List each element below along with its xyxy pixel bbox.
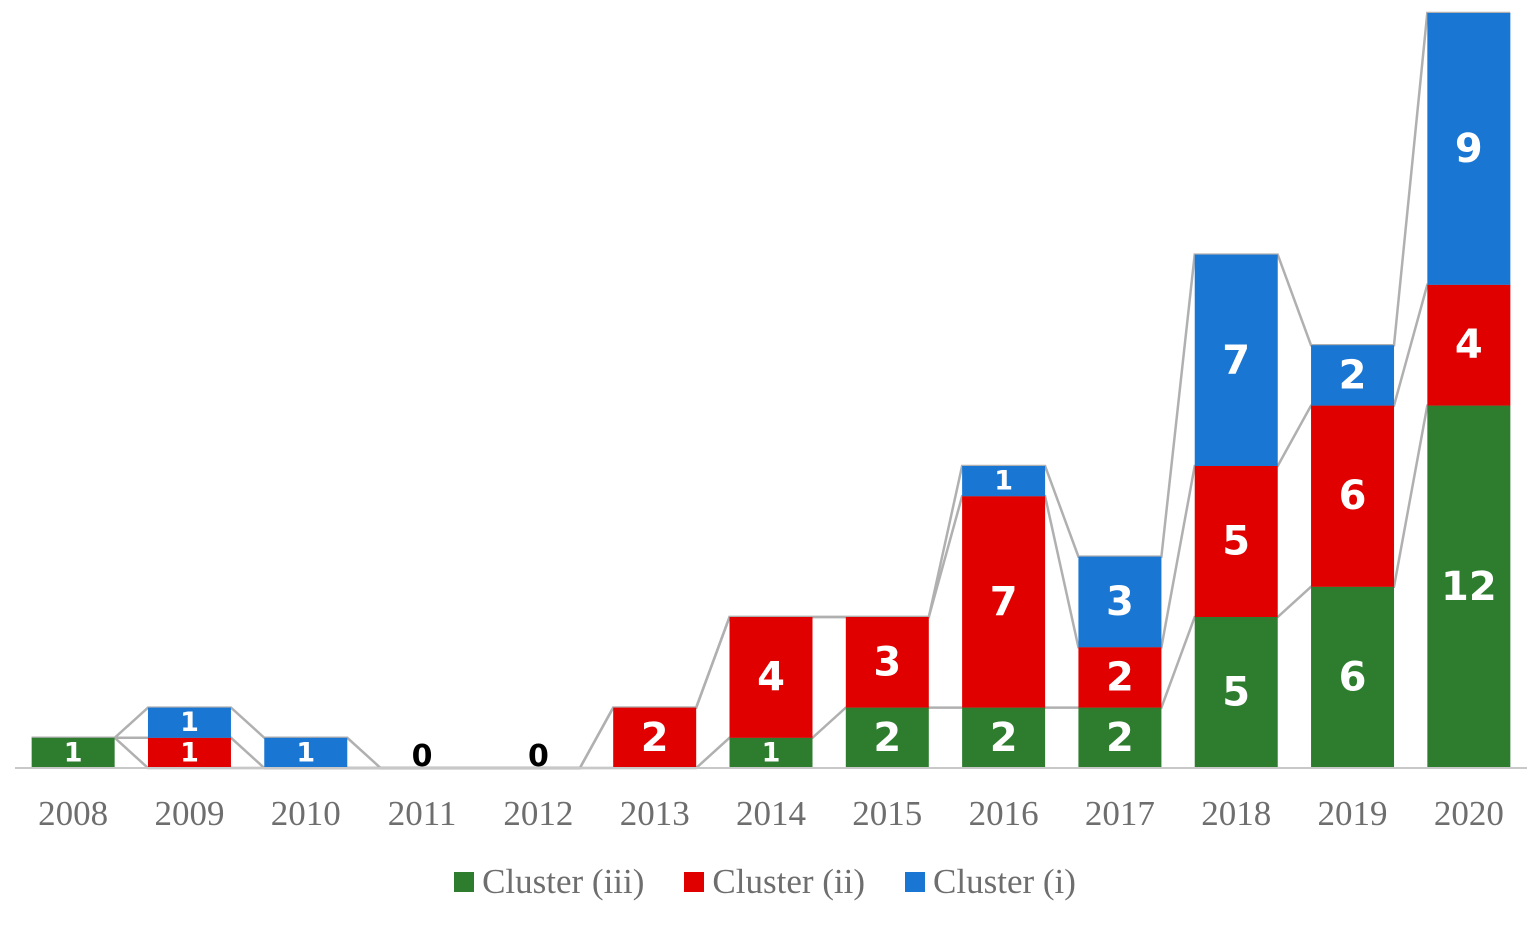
data-label-2017-series-1: 2 <box>1106 715 1134 761</box>
x-tick-2017: 2017 <box>1085 794 1155 833</box>
bar-2014-series-1 <box>729 737 813 768</box>
zero-label-2011: 0 <box>412 739 433 774</box>
bar-2015-series-2 <box>845 617 929 708</box>
data-label-2015-series-2: 3 <box>873 639 901 685</box>
x-tick-2009: 2009 <box>154 794 224 833</box>
bar-2019-series-3 <box>1311 345 1395 406</box>
bars <box>31 13 1511 768</box>
bar-2017-series-3 <box>1078 556 1162 648</box>
data-label-2015-series-1: 2 <box>873 715 901 761</box>
data-label-2017-series-2: 2 <box>1106 654 1134 700</box>
bar-2017-series-2 <box>1078 647 1162 708</box>
legend-item-1: Cluster (iii) <box>454 862 644 902</box>
data-label-2014-series-2: 4 <box>757 654 785 700</box>
legend-swatch-3 <box>905 872 926 892</box>
bar-2015-series-1 <box>845 707 929 768</box>
data-label-2020-series-1: 12 <box>1441 564 1497 610</box>
data-label-2016-series-2: 7 <box>990 579 1018 625</box>
data-label-2019-series-2: 6 <box>1339 473 1367 519</box>
legend-item-2: Cluster (ii) <box>684 862 865 902</box>
data-label-2009-series-3: 1 <box>180 707 199 738</box>
x-tick-2014: 2014 <box>736 794 806 833</box>
x-tick-2008: 2008 <box>38 794 108 833</box>
data-label-2020-series-3: 9 <box>1455 126 1483 172</box>
x-tick-2016: 2016 <box>969 794 1039 833</box>
data-label-2017-series-3: 3 <box>1106 579 1134 625</box>
bar-2010-series-3 <box>264 737 348 768</box>
data-label-2010-series-3: 1 <box>296 737 315 768</box>
bar-2018-series-1 <box>1194 617 1278 768</box>
x-tick-2013: 2013 <box>620 794 690 833</box>
data-label-2008-series-1: 1 <box>64 737 83 768</box>
legend-label-2: Cluster (ii) <box>712 862 866 901</box>
data-label-2016-series-1: 2 <box>990 715 1018 761</box>
data-label-2020-series-2: 4 <box>1455 322 1483 368</box>
data-label-2018-series-1: 5 <box>1222 670 1250 716</box>
bar-2014-series-2 <box>729 617 813 738</box>
x-tick-2012: 2012 <box>503 794 573 833</box>
data-label-2019-series-1: 6 <box>1339 654 1367 700</box>
bar-2020-series-2 <box>1427 284 1511 406</box>
bar-2013-series-2 <box>613 707 697 768</box>
data-label-2013-series-2: 2 <box>641 715 669 761</box>
x-tick-2019: 2019 <box>1318 794 1388 833</box>
data-label-2018-series-2: 5 <box>1222 519 1250 565</box>
x-tick-2011: 2011 <box>388 794 457 833</box>
data-label-2014-series-1: 1 <box>762 737 781 768</box>
x-tick-2015: 2015 <box>852 794 922 833</box>
legend: Cluster (iii) Cluster (ii) Cluster (i) <box>0 862 1530 902</box>
bar-2009-series-3 <box>147 707 231 738</box>
x-tick-2010: 2010 <box>271 794 341 833</box>
data-label-2019-series-3: 2 <box>1339 352 1367 398</box>
bar-2020-series-1 <box>1427 405 1511 768</box>
x-tick-2020: 2020 <box>1434 794 1504 833</box>
legend-item-3: Cluster (i) <box>905 862 1076 902</box>
data-label-2009-series-2: 1 <box>180 737 199 768</box>
legend-label-1: Cluster (iii) <box>482 862 645 901</box>
legend-label-3: Cluster (i) <box>933 862 1076 901</box>
bar-2020-series-3 <box>1427 13 1511 285</box>
bar-2016-series-1 <box>962 707 1046 768</box>
bar-2016-series-2 <box>962 496 1046 708</box>
zero-label-2012: 0 <box>528 739 549 774</box>
bar-2018-series-2 <box>1194 466 1278 617</box>
legend-swatch-2 <box>684 872 705 892</box>
bar-2017-series-1 <box>1078 707 1162 768</box>
bar-2009-series-2 <box>147 737 231 768</box>
bar-2018-series-3 <box>1194 254 1278 466</box>
x-tick-labels: 2008 2009 2010 2011 2012 2013 2014 2015 2016 2017… <box>38 794 1504 833</box>
data-label-2018-series-3: 7 <box>1222 337 1250 383</box>
bar-2008-series-1 <box>31 737 115 768</box>
bar-2019-series-1 <box>1311 586 1395 768</box>
legend-swatch-1 <box>454 872 475 892</box>
bar-2019-series-2 <box>1311 405 1395 587</box>
data-label-2016-series-3: 1 <box>994 466 1013 497</box>
bar-2016-series-3 <box>962 466 1046 497</box>
x-tick-2018: 2018 <box>1201 794 1271 833</box>
